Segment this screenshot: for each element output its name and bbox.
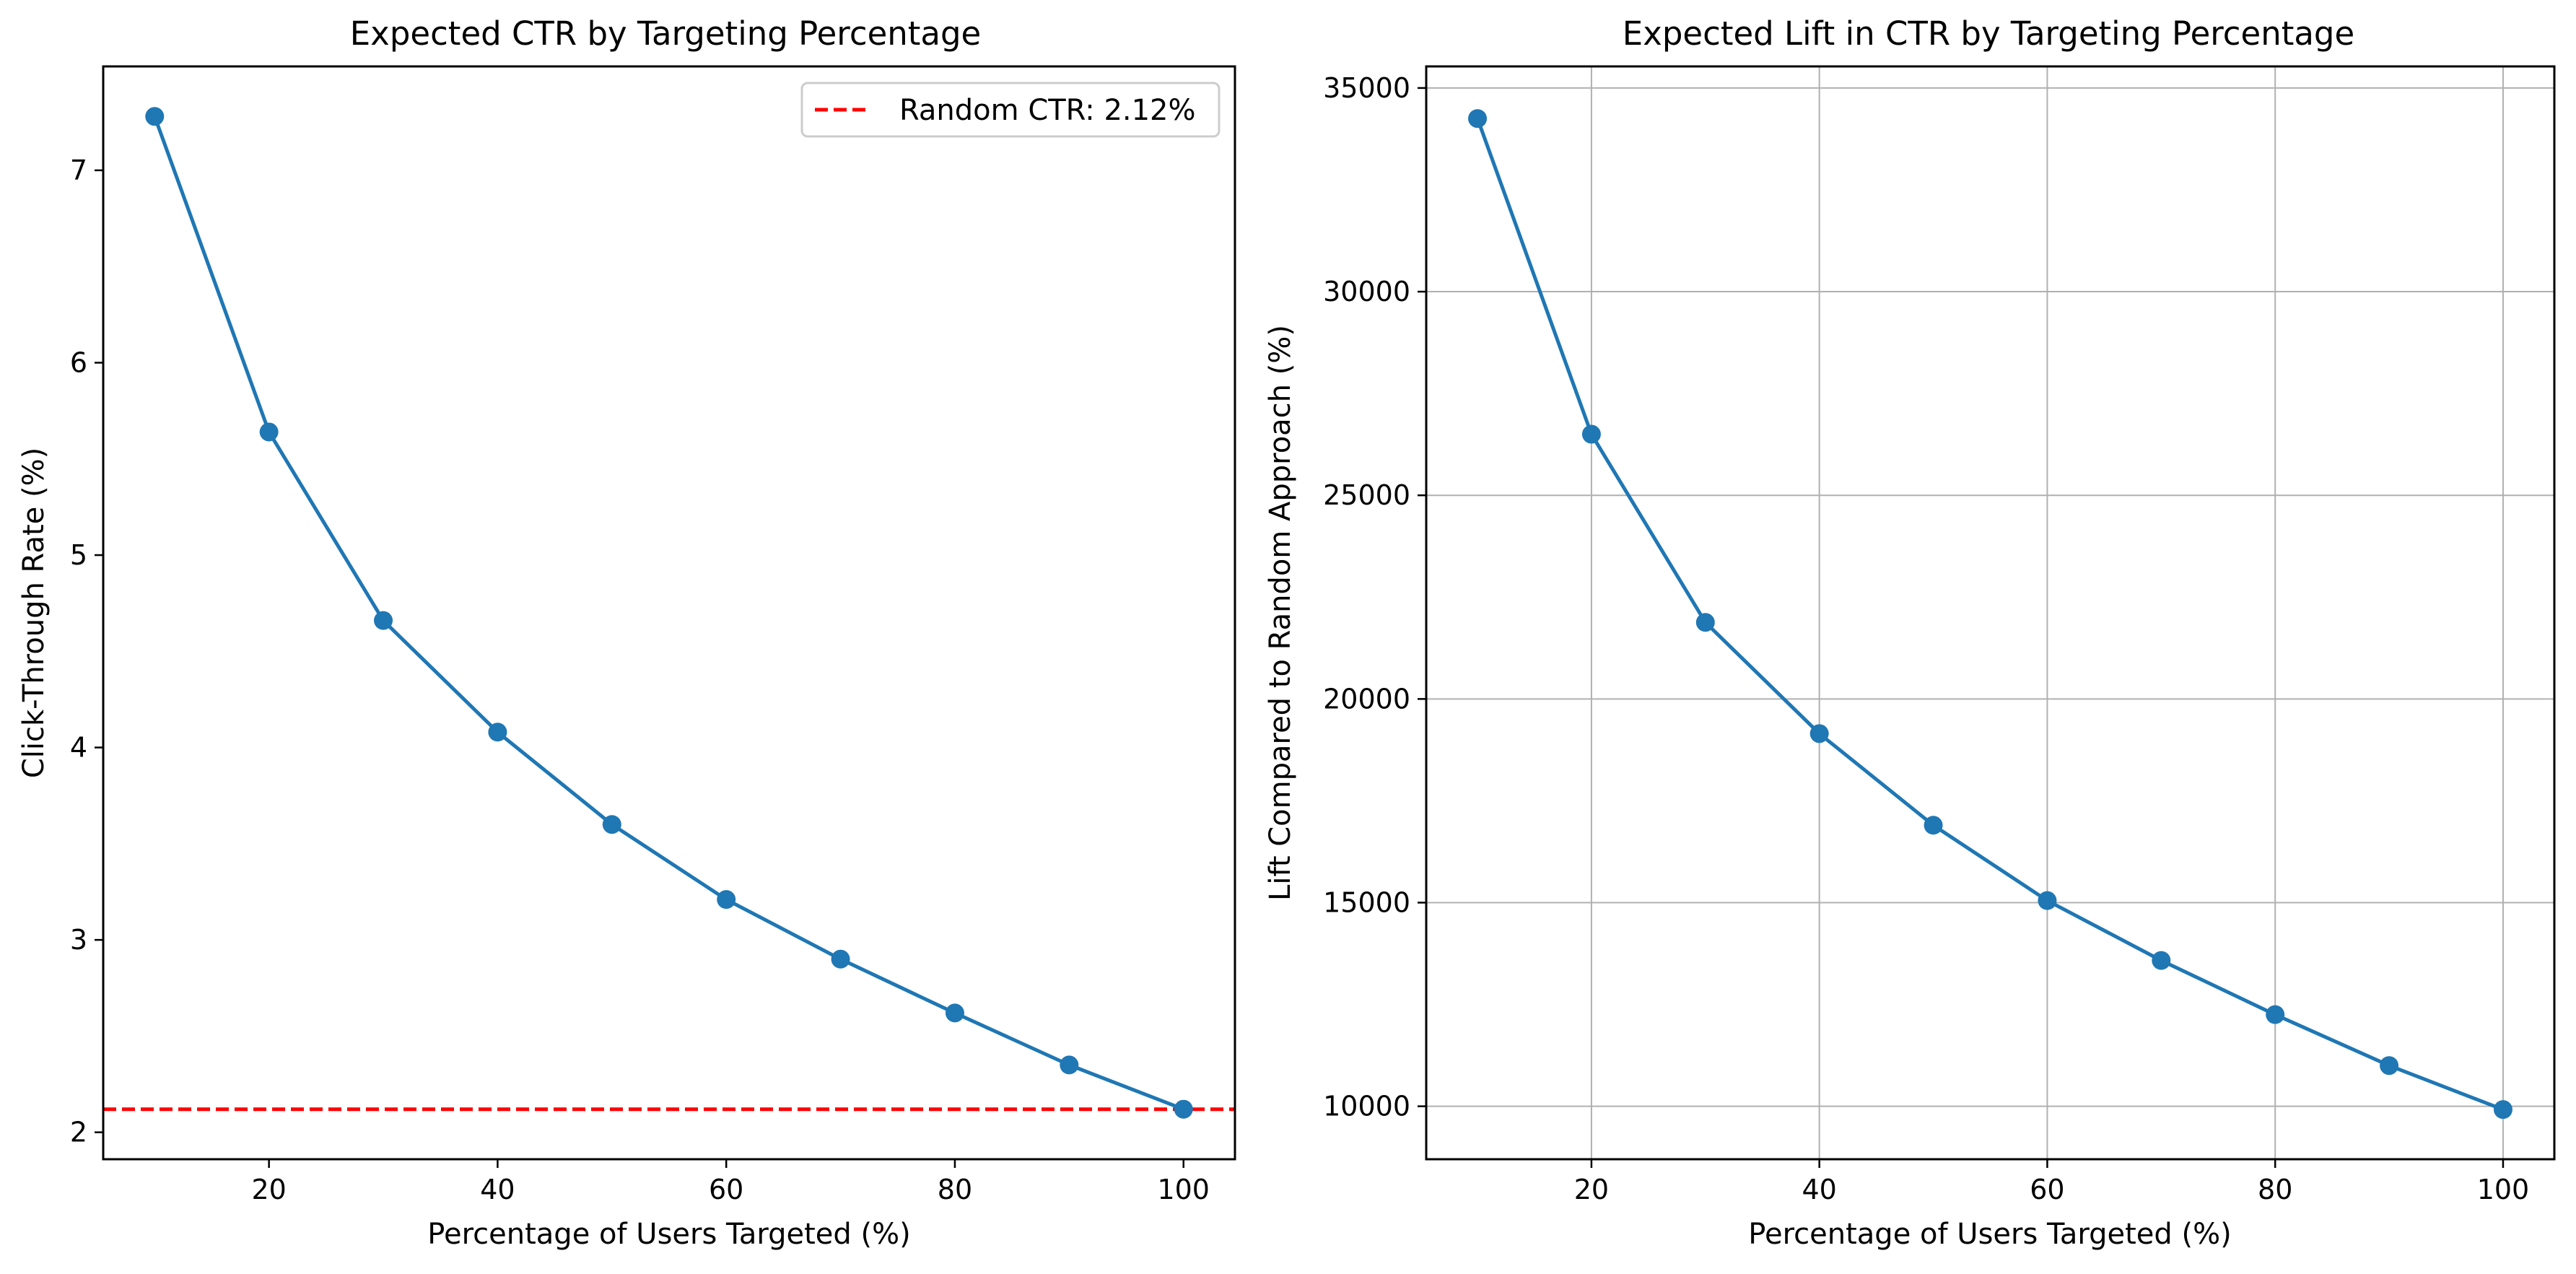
- data-point: [259, 422, 279, 442]
- data-point: [945, 1003, 964, 1023]
- chart-ctr-title: Expected CTR by Targeting Percentage: [350, 14, 982, 53]
- data-point: [1581, 424, 1601, 444]
- x-tick-label: 80: [938, 1174, 972, 1205]
- chart-lift-plot: [1468, 109, 2512, 1120]
- data-point: [1924, 816, 1943, 835]
- chart-lift-plot-frame: [1425, 65, 2556, 1161]
- data-point: [1468, 109, 1488, 128]
- x-tick-label: 100: [2477, 1174, 2530, 1205]
- x-tick-label: 80: [2258, 1174, 2292, 1205]
- data-point: [145, 107, 165, 126]
- series-line: [1475, 116, 2505, 1112]
- x-tick-label: 40: [480, 1174, 515, 1205]
- chart-ctr-x-axis-label: Percentage of Users Targeted (%): [427, 1218, 910, 1251]
- data-point: [1809, 724, 1829, 743]
- data-point: [1695, 613, 1715, 632]
- y-tick-label: 5: [70, 539, 87, 571]
- data-point: [2380, 1056, 2399, 1076]
- y-tick-label: 3: [70, 924, 87, 956]
- legend-label-random-ctr: Random CTR: 2.12%: [899, 94, 1196, 127]
- chart-ctr-y-axis-label: Click-Through Rate (%): [17, 448, 51, 778]
- data-point: [831, 949, 850, 969]
- chart-lift-y-axis-label: Lift Compared to Random Approach (%): [1264, 325, 1297, 901]
- chart-ctr: Expected CTR by Targeting Percentage 20 4…: [17, 14, 1236, 1251]
- y-tick-label: 2: [70, 1117, 87, 1148]
- data-point: [2493, 1100, 2512, 1120]
- data-point: [2266, 1005, 2285, 1024]
- data-point: [2038, 891, 2057, 910]
- y-tick-label: 6: [70, 346, 87, 378]
- x-tick-label: 60: [2030, 1174, 2064, 1205]
- data-point: [1174, 1099, 1193, 1119]
- y-tick-label: 7: [70, 154, 87, 186]
- chart-ctr-ticks: 20 40 60 80 100 2 3 4 5 6 7: [70, 154, 1210, 1205]
- data-point: [488, 723, 507, 742]
- y-tick-label: 25000: [1323, 479, 1410, 511]
- legend-box: [800, 82, 1221, 138]
- y-tick-label: 10000: [1323, 1091, 1410, 1122]
- x-tick-label: 20: [251, 1174, 286, 1205]
- y-tick-label: 35000: [1323, 72, 1410, 104]
- chart-lift-title: Expected Lift in CTR by Targeting Percen…: [1623, 14, 2354, 53]
- series-line: [152, 114, 1186, 1112]
- data-point: [602, 815, 621, 834]
- chart-ctr-plot-frame: [102, 65, 1236, 1161]
- x-tick-label: 60: [709, 1174, 743, 1205]
- chart-lift-grid: [1426, 66, 2554, 1159]
- data-point: [1060, 1055, 1079, 1075]
- y-tick-label: 20000: [1323, 683, 1410, 715]
- y-tick-label: 30000: [1323, 276, 1410, 307]
- data-point: [717, 890, 736, 909]
- data-point: [2152, 951, 2171, 970]
- chart-ctr-plot: [103, 107, 1235, 1119]
- x-tick-label: 20: [1574, 1174, 1609, 1205]
- chart-lift-x-axis-label: Percentage of Users Targeted (%): [1748, 1218, 2231, 1251]
- y-tick-label: 15000: [1323, 886, 1410, 918]
- chart-lift: Expected Lift in CTR by Targeting Percen…: [1264, 14, 2556, 1251]
- chart-lift-ticks: 20 40 60 80 100 10000 15000 20000 25000 30000 3500…: [1323, 72, 2529, 1205]
- x-tick-label: 40: [1802, 1174, 1837, 1205]
- data-point: [374, 611, 393, 630]
- x-tick-label: 100: [1157, 1174, 1210, 1205]
- y-tick-label: 4: [70, 732, 87, 764]
- chart-ctr-legend: Random CTR: 2.12%: [800, 82, 1221, 138]
